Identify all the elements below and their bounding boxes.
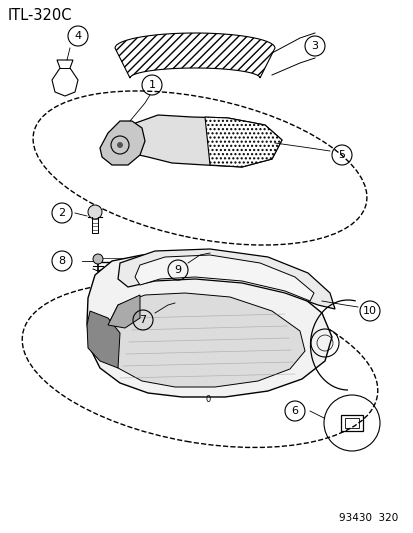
- Text: 2: 2: [58, 208, 65, 218]
- Bar: [340, 415, 362, 431]
- Polygon shape: [106, 293, 304, 387]
- Text: 93430  320: 93430 320: [338, 513, 397, 523]
- Circle shape: [93, 254, 103, 264]
- Text: 3: 3: [311, 41, 318, 51]
- Text: 1: 1: [148, 80, 155, 90]
- Polygon shape: [115, 33, 274, 78]
- Text: 9: 9: [174, 265, 181, 275]
- Circle shape: [117, 142, 123, 148]
- Polygon shape: [204, 117, 281, 167]
- Polygon shape: [100, 121, 145, 165]
- Text: 10: 10: [362, 306, 376, 316]
- Circle shape: [88, 205, 102, 219]
- Polygon shape: [135, 255, 313, 301]
- Text: 7: 7: [139, 315, 146, 325]
- Polygon shape: [108, 295, 140, 328]
- Text: 8: 8: [58, 256, 65, 266]
- Polygon shape: [118, 115, 281, 167]
- Text: 6: 6: [291, 406, 298, 416]
- Text: 0: 0: [205, 395, 210, 405]
- Polygon shape: [118, 249, 334, 309]
- Text: 5: 5: [338, 150, 345, 160]
- Text: 4: 4: [74, 31, 81, 41]
- Bar: [344, 418, 358, 428]
- Polygon shape: [87, 255, 331, 397]
- Text: ITL-320C: ITL-320C: [8, 8, 72, 23]
- Polygon shape: [87, 311, 120, 368]
